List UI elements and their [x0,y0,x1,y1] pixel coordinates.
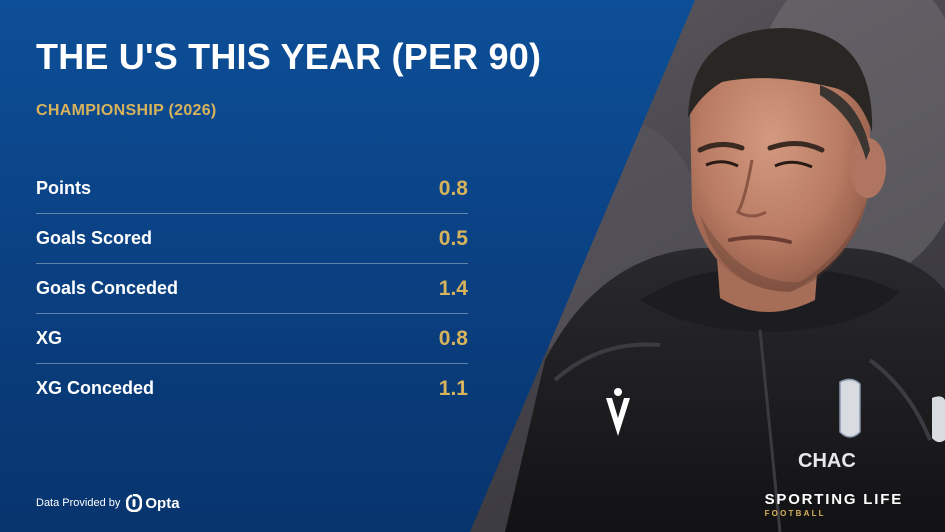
stat-label: XG [36,328,63,348]
stat-row-points: Points 0.8 [36,164,468,214]
stat-value: 0.8 [438,176,468,200]
opta-icon [126,494,143,512]
stat-label: Goals Scored [36,228,153,248]
stat-value: 0.5 [438,226,468,250]
sporting-life-logo: SPORTING LIFE FOOTBALL [765,491,903,518]
stat-row-goals-conceded: Goals Conceded 1.4 [36,264,468,314]
stat-value: 1.1 [438,376,468,400]
opta-logo: Opta [126,494,180,512]
credit-text: Data Provided by [36,497,121,509]
stat-row-xg: XG 0.8 [36,314,468,364]
brand-name: SPORTING LIFE [764,491,903,508]
stat-row-goals-scored: Goals Scored 0.5 [36,214,468,264]
page-subtitle: CHAMPIONSHIP (2026) [36,102,217,119]
page-title: THE U'S THIS YEAR (PER 90) [36,36,542,77]
stat-label: Points [36,178,92,198]
data-credit: Data Provided by Opta [36,494,180,512]
stats-list: Points 0.8 Goals Scored 0.5 Goals Conced… [36,164,468,413]
stat-value: 1.4 [438,276,468,300]
stat-label: Goals Conceded [36,278,179,298]
stat-value: 0.8 [438,326,468,350]
stat-row-xg-conceded: XG Conceded 1.1 [36,364,468,413]
stat-label: XG Conceded [36,378,155,398]
brand-subtitle: FOOTBALL [764,509,826,518]
jacket-text: CHAC [798,450,856,472]
opta-logo-text: Opta [145,494,180,512]
